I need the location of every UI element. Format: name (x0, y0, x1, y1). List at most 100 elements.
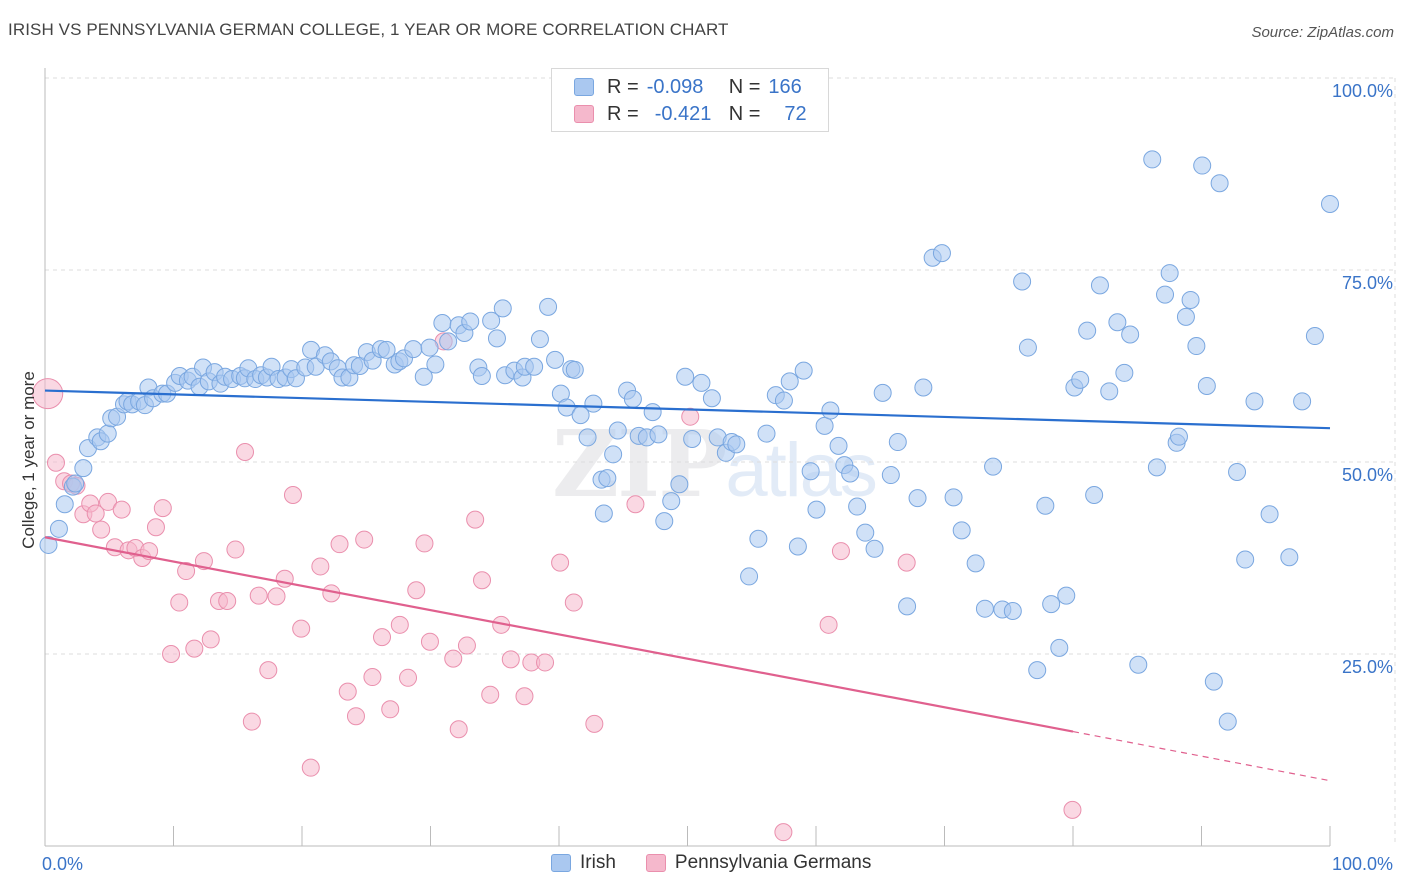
irish-point (774, 391, 793, 410)
pa-german-point (681, 407, 700, 426)
irish-point (727, 435, 746, 454)
irish-point (1108, 313, 1127, 332)
irish-point (898, 597, 917, 616)
pa-german-point (774, 823, 793, 842)
irish-point (815, 416, 834, 435)
irish-point (1228, 462, 1247, 481)
pa-german-point (185, 639, 204, 658)
irish-point (1160, 264, 1179, 283)
irish-point (74, 459, 93, 478)
irish-point (461, 312, 480, 331)
irish-point (692, 373, 711, 392)
irish-point (944, 488, 963, 507)
pa-german-point (551, 553, 570, 572)
irish-point (807, 500, 826, 519)
pa-german-point (399, 668, 418, 687)
irish-point (1085, 486, 1104, 505)
irish-point (1036, 496, 1055, 515)
pa-german-point (330, 535, 349, 554)
irish-point (49, 519, 68, 538)
irish-point (493, 299, 512, 318)
irish-point (530, 330, 549, 349)
pa-german-point (112, 500, 131, 519)
pennsylvania-germans-points (32, 332, 1082, 842)
pa-german-point (153, 499, 172, 518)
irish-point (1193, 156, 1212, 175)
pa-german-point (501, 650, 520, 669)
irish-point (1100, 382, 1119, 401)
pa-german-point (146, 518, 165, 537)
irish-point (702, 389, 721, 408)
legend-r-label: R = (607, 75, 639, 98)
irish-point (873, 383, 892, 402)
pa-german-point (363, 668, 382, 687)
tick-labels: 25.0% 50.0% 75.0% 100.0% 0.0% 100.0% College, … (19, 81, 1393, 874)
pa-german-point (444, 649, 463, 668)
pa-german-point (283, 486, 302, 505)
irish-point (472, 366, 491, 385)
irish-point (55, 495, 74, 514)
pa-german-point (564, 593, 583, 612)
irish-legend-swatch (551, 854, 571, 872)
irish-trend-line (44, 389, 1331, 430)
irish-point (525, 357, 544, 376)
pa-german-point (585, 714, 604, 733)
irish-point (643, 403, 662, 422)
irish-point (865, 539, 884, 558)
pa-german-point (407, 581, 426, 600)
irish-point (1181, 290, 1200, 309)
irish-point (439, 332, 458, 351)
pa-german-point (170, 593, 189, 612)
irish-point (1245, 392, 1264, 411)
irish-point (966, 554, 985, 573)
irish-point (426, 355, 445, 374)
pa-german-point (515, 687, 534, 706)
irish-point (821, 401, 840, 420)
irish-point (1018, 338, 1037, 357)
legend-r-value-irish: -0.098 (646, 75, 704, 98)
irish-point (757, 424, 776, 443)
irish-point (1218, 712, 1237, 731)
pa-german-point (267, 587, 286, 606)
pa-german-legend-swatch (645, 854, 666, 872)
pa-german-legend-label: Pennsylvania Germans (674, 852, 872, 873)
pa-german-point (831, 542, 850, 561)
pa-german-point (819, 615, 838, 634)
irish-point (1176, 307, 1195, 326)
irish-point (975, 599, 994, 618)
irish-point (594, 504, 613, 523)
irish-point (584, 394, 603, 413)
pa-german-point (457, 636, 476, 655)
pa-german-point (46, 453, 65, 472)
irish-point (66, 474, 85, 493)
pa-german-point (99, 492, 118, 511)
irish-point (1321, 194, 1339, 213)
irish-point (1129, 655, 1148, 674)
irish-point (1236, 550, 1255, 569)
pa-german-point (373, 628, 392, 647)
irish-point (952, 521, 971, 540)
irish-point (539, 297, 558, 316)
irish-point (1197, 376, 1216, 395)
irish-point (1042, 595, 1061, 614)
y-axis-title: College, 1 year or more (19, 371, 38, 549)
irish-point (1260, 505, 1279, 524)
irish-point (662, 492, 681, 511)
pa-german-swatch (574, 105, 594, 123)
irish-point (881, 466, 900, 485)
pa-german-point (162, 645, 181, 663)
irish-point (856, 523, 875, 542)
series-legend: Irish Pennsylvania Germans (551, 852, 871, 874)
irish-point (1013, 272, 1032, 291)
irish-point (98, 424, 117, 443)
pa-german-point (481, 685, 500, 704)
grid-lines (45, 77, 1396, 846)
pa-german-point (338, 682, 357, 701)
irish-point (649, 425, 668, 444)
irish-point (1210, 174, 1229, 193)
irish-point (557, 398, 576, 417)
irish-point (848, 497, 867, 516)
legend-n-label: N = (728, 75, 761, 98)
irish-point (780, 372, 799, 391)
